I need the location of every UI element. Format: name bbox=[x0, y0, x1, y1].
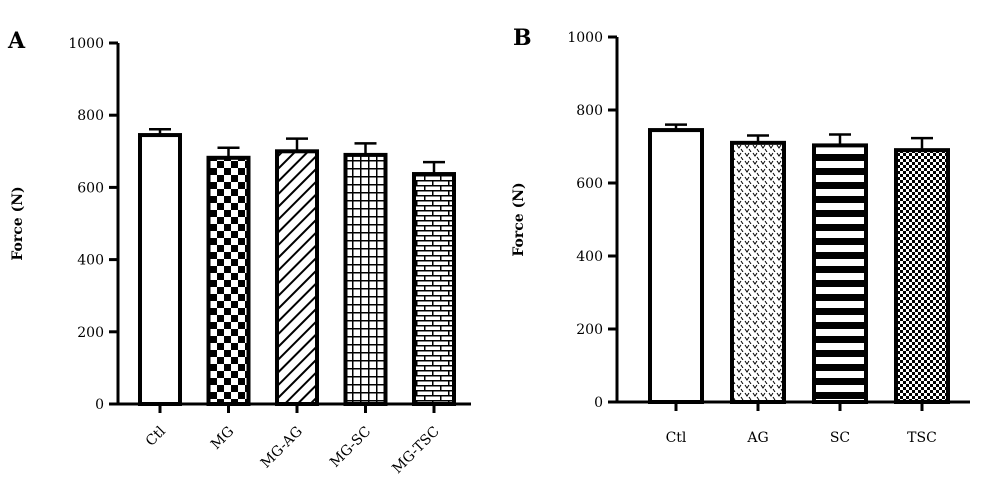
bar-ctl bbox=[138, 133, 182, 406]
bar-mg-sc bbox=[343, 152, 388, 406]
bar-sc bbox=[812, 143, 868, 404]
panel-letter: A bbox=[7, 28, 26, 54]
panel-b: B Force (N) 0 200 400 600 800 1000 Ctl AG SC TSC bbox=[511, 25, 970, 446]
y-tick-label: 1000 bbox=[68, 36, 104, 52]
y-tick-label: 400 bbox=[77, 253, 104, 269]
x-tick-label: MG bbox=[208, 424, 237, 453]
x-tick-label: MG-TSC bbox=[389, 424, 442, 477]
x-tick-label: Ctl bbox=[143, 423, 169, 449]
y-tick-label: 200 bbox=[77, 325, 104, 341]
bar-mg-ag bbox=[275, 149, 319, 406]
y-axis-label: Force (N) bbox=[10, 186, 26, 260]
y-tick-label: 600 bbox=[576, 176, 603, 192]
y-tick-label: 400 bbox=[576, 249, 603, 265]
bar-tsc bbox=[894, 148, 950, 404]
bar-mg-tsc bbox=[412, 172, 456, 406]
x-tick-label: TSC bbox=[907, 430, 937, 446]
y-tick-label: 1000 bbox=[567, 30, 603, 46]
y-tick-label: 800 bbox=[576, 103, 603, 119]
x-tick-label: Ctl bbox=[666, 430, 687, 446]
y-tick-label: 0 bbox=[95, 397, 104, 413]
x-tick-label: MG-AG bbox=[258, 424, 306, 472]
x-tick-label: MG-SC bbox=[327, 424, 374, 471]
bar-mg bbox=[206, 155, 251, 406]
bar-ctl bbox=[648, 128, 704, 404]
y-tick-label: 200 bbox=[576, 322, 603, 338]
bar-ag bbox=[730, 140, 786, 404]
x-tick-label: SC bbox=[830, 430, 850, 446]
panel-letter: B bbox=[513, 25, 532, 51]
y-tick-label: 0 bbox=[594, 395, 603, 411]
y-tick-label: 600 bbox=[77, 180, 104, 196]
y-tick-label: 800 bbox=[77, 108, 104, 124]
panel-a: A Force (N) 0 200 400 600 800 1000 Ctl MG MG-AG MG-… bbox=[7, 28, 471, 477]
x-tick-label: AG bbox=[746, 430, 768, 446]
y-axis-label: Force (N) bbox=[511, 182, 527, 256]
